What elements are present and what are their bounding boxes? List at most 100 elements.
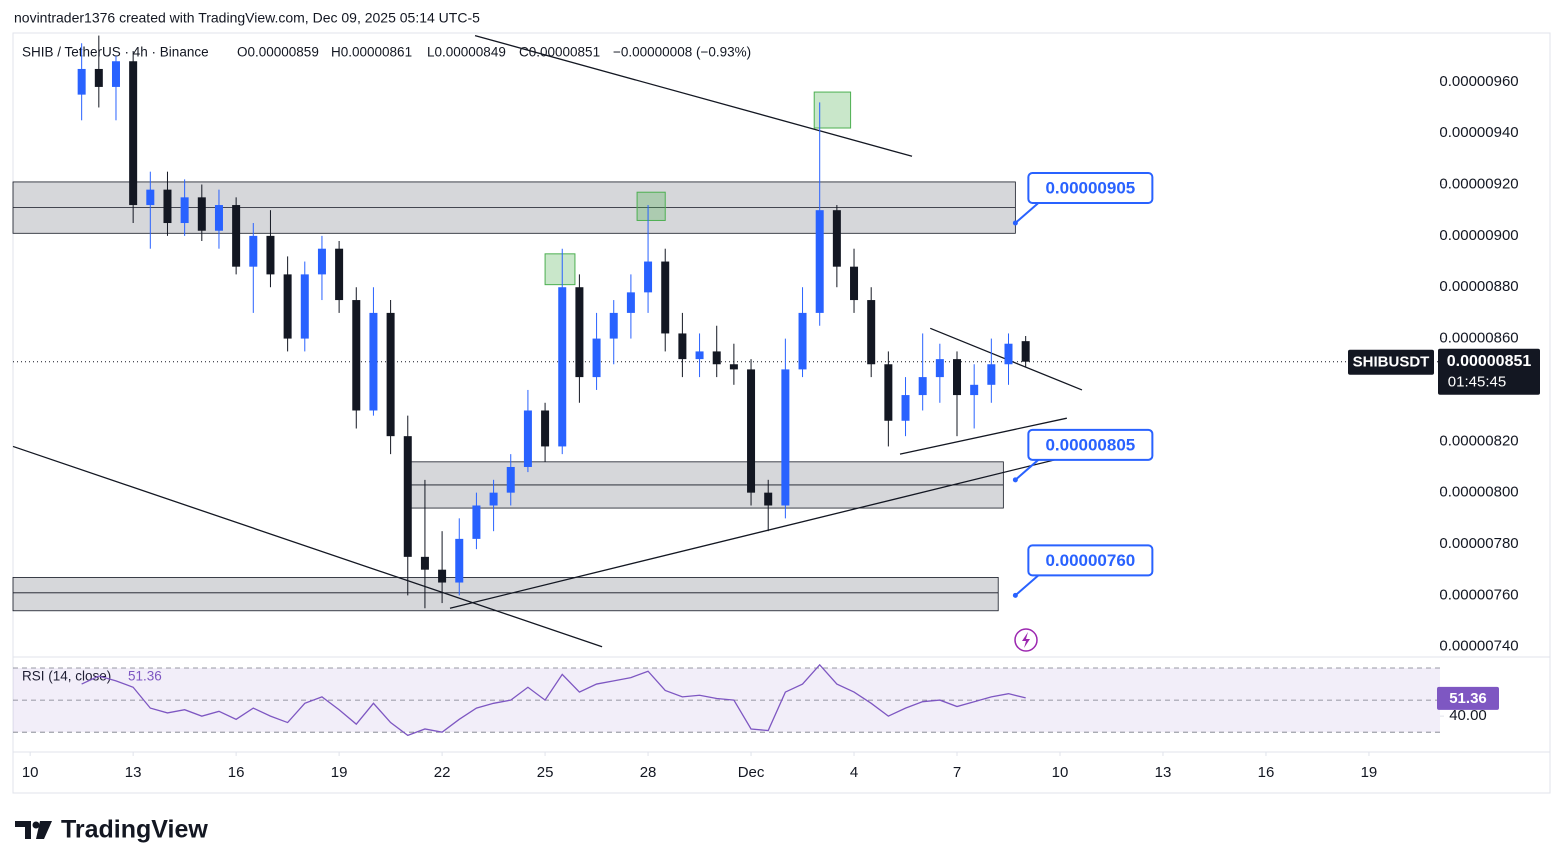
candle-body: [420, 556, 429, 570]
candle-body: [1004, 343, 1013, 365]
candle-body: [197, 197, 206, 231]
candle-body: [747, 369, 756, 493]
callout-label: 0.00000805: [1045, 435, 1135, 454]
y-tick-label: 0.00000920: [1439, 175, 1518, 192]
candle-body: [815, 210, 824, 313]
rsi-value-label: 51.36: [1449, 690, 1487, 707]
y-tick-label: 0.00000740: [1439, 638, 1518, 655]
x-tick-label: 19: [1361, 764, 1378, 781]
callout-anchor: [1012, 477, 1018, 483]
candle-body: [661, 261, 670, 334]
price-label: 0.00000851: [1447, 353, 1532, 370]
candle-body: [644, 261, 653, 293]
candle-body: [472, 505, 481, 539]
candle-body: [523, 410, 532, 467]
candle-body: [249, 235, 258, 267]
legend-open: O0.00000859: [237, 45, 319, 60]
candle-body: [901, 395, 910, 421]
y-tick-label: 0.00000820: [1439, 432, 1518, 449]
callout-pointer: [1014, 574, 1040, 597]
legend-high: H0.00000861: [331, 45, 412, 60]
callout-box: [1027, 172, 1154, 205]
y-tick-label: 0.00000780: [1439, 535, 1518, 552]
price-pane: 0.00000905 0.00000805 0.00000760 0.00000960…: [12, 34, 1540, 781]
candle-body: [558, 287, 567, 447]
x-tick-label: 4: [850, 764, 858, 781]
candle-body: [987, 364, 996, 385]
legend-close: C0.00000851: [519, 45, 600, 60]
candle-body: [369, 312, 378, 411]
candle-body: [506, 466, 515, 493]
trend-line: [474, 34, 913, 157]
y-tick-label: 0.00000860: [1439, 330, 1518, 347]
callout-label: 0.00000905: [1045, 179, 1135, 198]
callout-pointer: [1014, 459, 1040, 481]
x-tick-label: 13: [125, 764, 142, 781]
rsi-value-badge: [1437, 686, 1499, 710]
candle-body: [798, 312, 807, 370]
trend-line: [12, 445, 603, 648]
y-tick-label: 0.00000960: [1439, 73, 1518, 90]
candle-body: [438, 569, 447, 583]
price-badge: [1438, 348, 1540, 395]
x-tick-label: 13: [1155, 764, 1172, 781]
candle-body: [163, 189, 172, 224]
candle-body: [729, 364, 738, 370]
y-tick-label: 0.00000760: [1439, 586, 1518, 603]
highlight-box: [544, 253, 576, 286]
candle-body: [94, 68, 103, 87]
alert-icon[interactable]: [1014, 628, 1038, 652]
candle-body: [214, 205, 223, 231]
symbol-label: SHIBUSDT: [1353, 354, 1430, 371]
highlight-box: [813, 91, 852, 129]
x-tick-label: 10: [1052, 764, 1069, 781]
candle-body: [266, 235, 275, 275]
candle-body: [712, 351, 721, 365]
countdown-label: 01:45:45: [1448, 374, 1506, 391]
highlight-box: [636, 191, 666, 221]
x-tick-label: 7: [953, 764, 961, 781]
rsi-legend-value: 51.36: [128, 669, 162, 684]
x-tick-label: 25: [537, 764, 554, 781]
legend-symbol: SHIB / TetherUS · 4h · Binance: [22, 45, 209, 60]
candle-body: [678, 333, 687, 360]
candle-body: [352, 300, 361, 411]
candle-body: [575, 287, 584, 378]
callout-anchor: [1012, 220, 1018, 226]
x-tick-label: 22: [434, 764, 451, 781]
y-tick-label: 40.00: [1449, 707, 1487, 724]
callout-pointer: [1014, 202, 1040, 224]
candle-body: [386, 312, 395, 437]
candle-body: [335, 248, 344, 301]
candle-body: [317, 248, 326, 275]
candle-body: [180, 197, 189, 224]
candle-body: [283, 274, 292, 339]
candle-body: [489, 492, 498, 506]
candle-body: [781, 369, 790, 506]
candle-body: [77, 68, 86, 95]
x-tick-label: 16: [228, 764, 245, 781]
legend-low: L0.00000849: [427, 45, 506, 60]
rsi-line: [81, 663, 1026, 737]
y-tick-label: 0.00000900: [1439, 227, 1518, 244]
candle-body: [935, 359, 944, 378]
y-tick-label: 0.00000880: [1439, 278, 1518, 295]
candle-body: [764, 492, 773, 506]
candle-body: [111, 61, 120, 87]
candle-body: [867, 300, 876, 365]
candle-body: [695, 351, 704, 360]
rsi-title: RSI (14, close): [22, 669, 111, 684]
candle-body: [592, 338, 601, 378]
trend-line: [449, 453, 1079, 609]
brand-name: TradingView: [61, 816, 208, 844]
candle-body: [146, 189, 155, 206]
callout-box: [1027, 544, 1154, 577]
callout-label: 0.00000760: [1045, 551, 1135, 570]
credit: novintrader1376 created with TradingView…: [14, 10, 480, 26]
symbol-badge: [1348, 349, 1434, 375]
candle-body: [832, 210, 841, 267]
candle-body: [1021, 341, 1030, 362]
